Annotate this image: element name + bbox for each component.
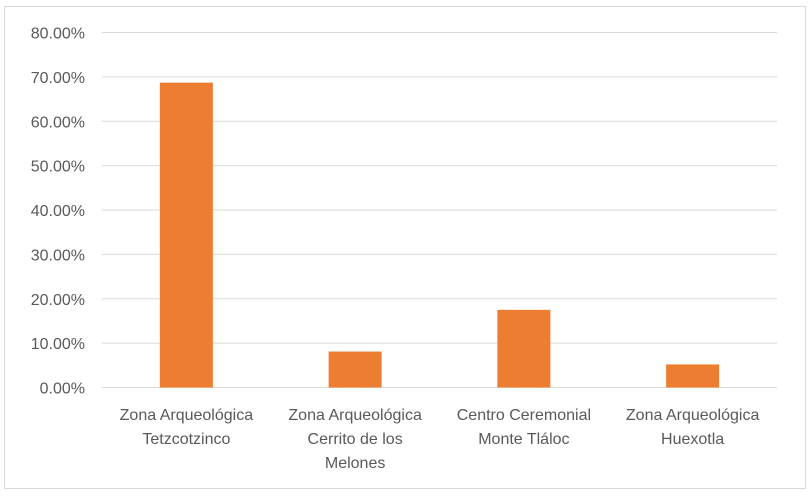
bars (159, 82, 720, 388)
y-tick-label: 30.00% (31, 247, 85, 264)
y-tick-label: 80.00% (31, 26, 85, 43)
y-tick-label: 70.00% (31, 70, 85, 87)
x-tick-label: Zona Arqueológica Cerrito de los Melones (288, 407, 422, 472)
bar (159, 82, 213, 388)
bar (328, 351, 382, 388)
y-axis-tick-labels: 0.00% 10.00% 20.00% 30.00% 40.00% 50.00% 60.00… (31, 26, 85, 398)
y-tick-label: 0.00% (40, 381, 85, 398)
y-tick-label: 20.00% (31, 292, 85, 309)
bar (497, 309, 551, 388)
chart-frame (4, 6, 806, 489)
x-axis-category-labels: Zona Arqueológica Tetzcotzinco Zona Arqueo… (120, 407, 760, 472)
y-tick-label: 50.00% (31, 159, 85, 176)
gridlines (102, 32, 777, 388)
x-tick-label: Centro Ceremonial Monte Tláloc (457, 407, 591, 448)
x-tick-label: Zona Arqueológica Huexotla (626, 407, 760, 448)
y-tick-label: 10.00% (31, 336, 85, 353)
y-tick-label: 60.00% (31, 114, 85, 131)
y-tick-label: 40.00% (31, 203, 85, 220)
bar (666, 364, 720, 388)
x-tick-label: Zona Arqueológica Tetzcotzinco (120, 407, 254, 448)
